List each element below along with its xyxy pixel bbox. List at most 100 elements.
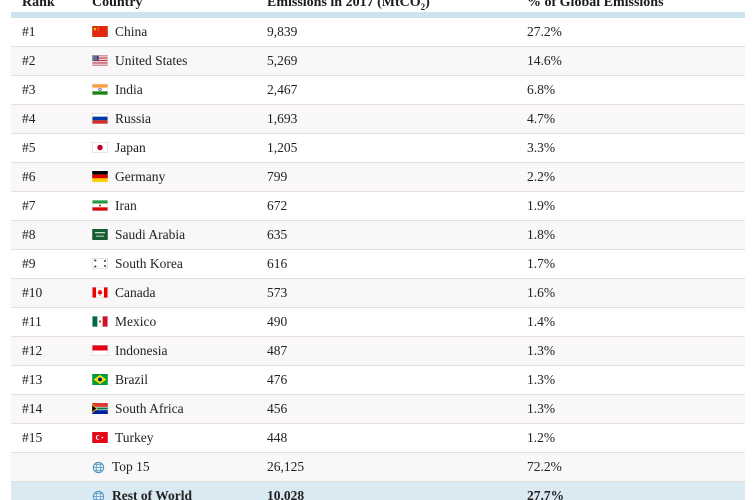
country-label: Brazil xyxy=(115,372,148,387)
table-row: #15 Turkey 448 1.2% xyxy=(11,423,745,453)
emissions-cell: 490 xyxy=(256,307,516,337)
emissions-cell: 573 xyxy=(256,278,516,308)
flag-russia xyxy=(92,113,108,124)
table-row: #10 Canada 573 1.6% xyxy=(11,278,745,308)
emissions-cell: 448 xyxy=(256,423,516,453)
country-label: South Korea xyxy=(115,256,183,271)
flag-iran xyxy=(92,200,108,211)
table-row: #8 Saudi Arabia 635 1.8% xyxy=(11,220,745,250)
country-cell: China xyxy=(81,15,256,47)
country-cell: Iran xyxy=(81,191,256,221)
country-cell: South Korea xyxy=(81,249,256,279)
country-label: Mexico xyxy=(115,314,157,329)
col-header-share: % of Global Emissions xyxy=(516,0,745,18)
country-label: China xyxy=(115,24,148,39)
country-label: South Africa xyxy=(115,401,184,416)
flag-saudi-arabia xyxy=(92,229,108,240)
flag-turkey xyxy=(92,432,108,443)
table-row: Rest of World 10,028 27.7% xyxy=(11,481,745,500)
emissions-cell: 5,269 xyxy=(256,46,516,76)
rank-cell: #10 xyxy=(11,278,81,308)
country-label: India xyxy=(115,82,143,97)
share-cell: 27.2% xyxy=(516,15,745,47)
table-row: #1 China 9,839 27.2% xyxy=(11,15,745,47)
share-cell: 1.6% xyxy=(516,278,745,308)
share-cell: 1.7% xyxy=(516,249,745,279)
country-cell: South Africa xyxy=(81,394,256,424)
flag-south-korea xyxy=(92,258,108,269)
table-row: #6 Germany 799 2.2% xyxy=(11,162,745,192)
rank-cell xyxy=(11,481,81,500)
emissions-cell: 487 xyxy=(256,336,516,366)
emissions-cell: 9,839 xyxy=(256,15,516,47)
table-row: #11 Mexico 490 1.4% xyxy=(11,307,745,337)
country-cell: Russia xyxy=(81,104,256,134)
table-row: #5 Japan 1,205 3.3% xyxy=(11,133,745,163)
table-crop: Rank Country Emissions in 2017 (MtCO2) %… xyxy=(11,0,745,500)
country-label: Turkey xyxy=(115,430,154,445)
emissions-cell: 1,693 xyxy=(256,104,516,134)
flag-south-africa xyxy=(92,403,108,414)
emissions-cell: 616 xyxy=(256,249,516,279)
emissions-cell: 10,028 xyxy=(256,481,516,500)
country-cell: Top 15 xyxy=(81,452,256,482)
rank-cell: #13 xyxy=(11,365,81,395)
flag-canada xyxy=(92,287,108,298)
table-row: #12 Indonesia 487 1.3% xyxy=(11,336,745,366)
share-cell: 1.8% xyxy=(516,220,745,250)
country-cell: Indonesia xyxy=(81,336,256,366)
table-row: #2 United States 5,269 14.6% xyxy=(11,46,745,76)
share-cell: 1.3% xyxy=(516,365,745,395)
country-cell: Canada xyxy=(81,278,256,308)
flag-china xyxy=(92,26,108,37)
flag-india xyxy=(92,84,108,95)
col-header-emissions-close: ) xyxy=(425,0,430,10)
emissions-cell: 2,467 xyxy=(256,75,516,105)
header-row: Rank Country Emissions in 2017 (MtCO2) %… xyxy=(11,0,745,18)
share-cell: 1.9% xyxy=(516,191,745,221)
share-cell: 1.4% xyxy=(516,307,745,337)
globe-icon xyxy=(92,490,105,500)
country-cell: Japan xyxy=(81,133,256,163)
rank-cell: #4 xyxy=(11,104,81,134)
col-header-rank: Rank xyxy=(11,0,81,18)
country-cell: Germany xyxy=(81,162,256,192)
flag-japan xyxy=(92,142,108,153)
table-row: Top 15 26,125 72.2% xyxy=(11,452,745,482)
country-label: Indonesia xyxy=(115,343,168,358)
col-header-emissions-text: Emissions in 2017 (MtCO xyxy=(267,0,421,10)
rank-cell: #8 xyxy=(11,220,81,250)
country-label: Rest of World xyxy=(112,488,192,500)
country-label: United States xyxy=(115,53,188,68)
emissions-cell: 635 xyxy=(256,220,516,250)
flag-united-states xyxy=(92,55,108,66)
country-cell: Rest of World xyxy=(81,481,256,500)
country-label: Russia xyxy=(115,111,152,126)
share-cell: 14.6% xyxy=(516,46,745,76)
flag-germany xyxy=(92,171,108,182)
rank-cell: #11 xyxy=(11,307,81,337)
emissions-cell: 799 xyxy=(256,162,516,192)
rank-cell: #9 xyxy=(11,249,81,279)
country-label: Germany xyxy=(115,169,166,184)
flag-brazil xyxy=(92,374,108,385)
country-cell: India xyxy=(81,75,256,105)
share-cell: 72.2% xyxy=(516,452,745,482)
share-cell: 1.3% xyxy=(516,336,745,366)
table-row: #14 South Africa 456 1.3% xyxy=(11,394,745,424)
table-row: #3 India 2,467 6.8% xyxy=(11,75,745,105)
emissions-cell: 456 xyxy=(256,394,516,424)
country-cell: Mexico xyxy=(81,307,256,337)
rank-cell: #3 xyxy=(11,75,81,105)
col-header-emissions: Emissions in 2017 (MtCO2) xyxy=(256,0,516,18)
share-cell: 2.2% xyxy=(516,162,745,192)
country-cell: United States xyxy=(81,46,256,76)
table-row: #7 Iran 672 1.9% xyxy=(11,191,745,221)
country-label: Top 15 xyxy=(112,459,150,474)
share-cell: 27.7% xyxy=(516,481,745,500)
globe-icon xyxy=(92,461,105,474)
country-label: Iran xyxy=(115,198,137,213)
rank-cell: #5 xyxy=(11,133,81,163)
share-cell: 6.8% xyxy=(516,75,745,105)
